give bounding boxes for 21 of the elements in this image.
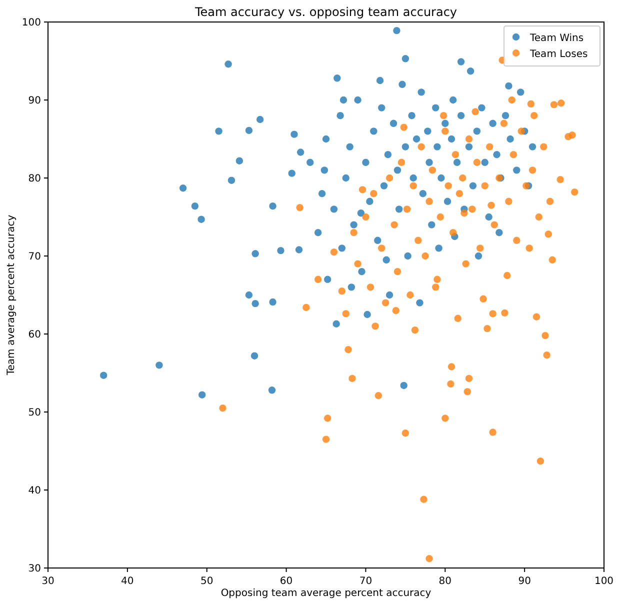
x-tick-label: 40 bbox=[121, 576, 134, 587]
y-tick-label: 60 bbox=[28, 330, 41, 340]
x-tick-label: 50 bbox=[200, 576, 214, 587]
y-tick-label: 90 bbox=[28, 96, 41, 106]
y-tick-label: 70 bbox=[28, 252, 41, 262]
chart-title: Team accuracy vs. opposing team accuracy bbox=[194, 5, 458, 19]
x-tick-label: 90 bbox=[518, 576, 531, 587]
x-tick-label: 80 bbox=[438, 576, 452, 587]
y-tick-label: 30 bbox=[28, 564, 41, 574]
legend-label: Team Wins bbox=[529, 33, 584, 44]
x-tick-label: 100 bbox=[594, 576, 614, 587]
y-tick-label: 40 bbox=[28, 486, 41, 496]
legend-label: Team Loses bbox=[529, 49, 588, 60]
x-tick-label: 30 bbox=[42, 576, 54, 587]
y-tick-label: 80 bbox=[28, 174, 41, 184]
y-axis-title: Team average percent accuracy bbox=[6, 214, 17, 376]
x-tick-label: 60 bbox=[280, 576, 293, 587]
y-tick-label: 100 bbox=[22, 18, 41, 28]
x-tick-label: 70 bbox=[359, 576, 372, 587]
y-tick-label: 50 bbox=[28, 408, 41, 418]
x-axis-title: Opposing team average percent accuracy bbox=[220, 588, 432, 599]
